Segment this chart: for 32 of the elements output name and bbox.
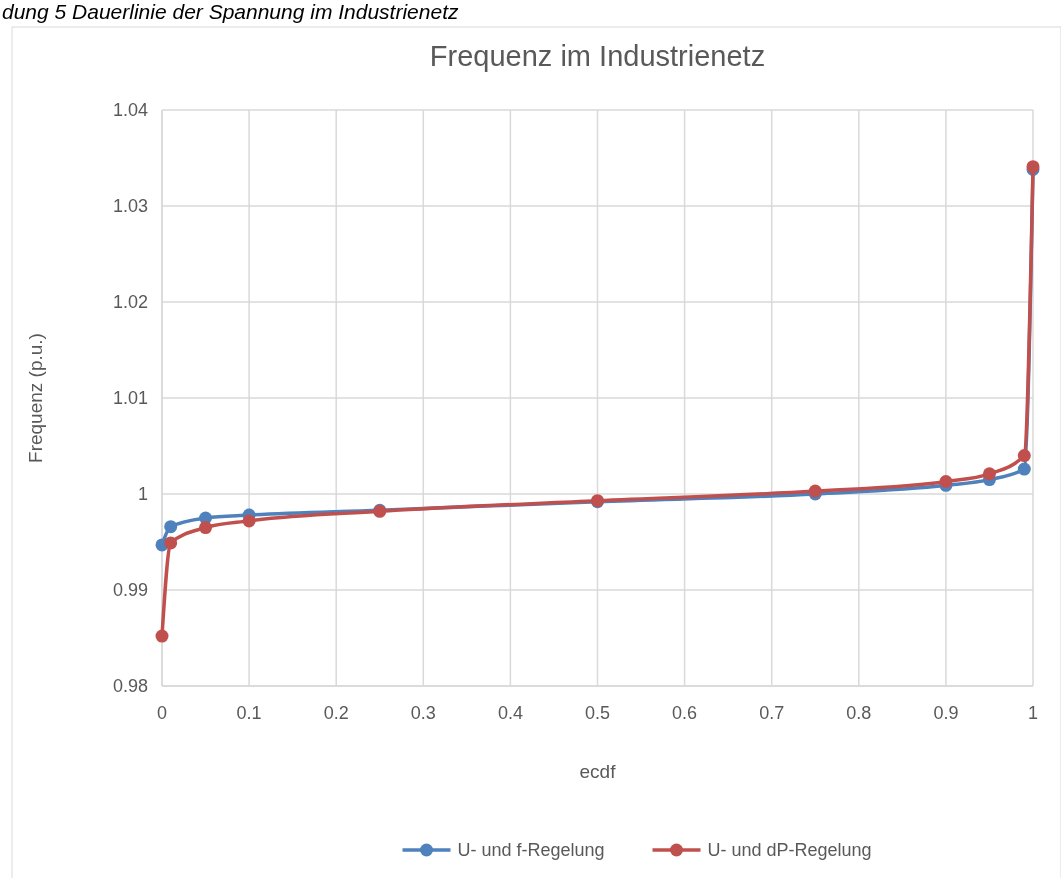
- y-tick-label: 1.03: [112, 196, 148, 217]
- y-tick-label: 0.99: [112, 580, 148, 601]
- point: [164, 536, 178, 550]
- point: [155, 629, 169, 643]
- y-tick-label: 1: [137, 484, 148, 505]
- x-tick-label: 0.2: [323, 703, 349, 723]
- legend-label: U- und dP-Regelung: [707, 840, 872, 861]
- y-tick-label: 1.01: [112, 388, 148, 409]
- x-tick-label: 0.3: [410, 703, 436, 723]
- x-tick-label: 0.5: [584, 703, 611, 723]
- y-axis-title: Frequenz (p.u.): [25, 333, 46, 463]
- chart-title: Frequenz im Industrienetz: [429, 40, 766, 72]
- x-axis-title: ecdf: [579, 761, 617, 782]
- point: [242, 514, 256, 528]
- y-tick-label: 1.04: [112, 100, 148, 121]
- x-tick-label: 0.7: [759, 703, 785, 723]
- x-tick-label: 0.1: [236, 703, 262, 723]
- x-tick-label: 0.6: [672, 703, 698, 723]
- y-tick-label: 1.02: [112, 292, 148, 313]
- point: [1017, 449, 1031, 463]
- x-tick-label: 1: [1027, 703, 1039, 723]
- x-tick-label: 0.9: [933, 703, 959, 723]
- x-tick-label: 0: [156, 703, 168, 723]
- legend-label: U- und f-Regelung: [457, 840, 605, 861]
- x-tick-label: 0.4: [497, 703, 523, 723]
- point: [164, 520, 178, 534]
- point: [1017, 462, 1031, 476]
- x-tick-label: 0.8: [846, 703, 872, 723]
- y-tick-label: 0.98: [112, 676, 148, 697]
- point: [982, 467, 996, 481]
- text: dung 5 Dauerlinie der Spannung im Industrienetz: [2, 0, 459, 23]
- point: [199, 521, 213, 535]
